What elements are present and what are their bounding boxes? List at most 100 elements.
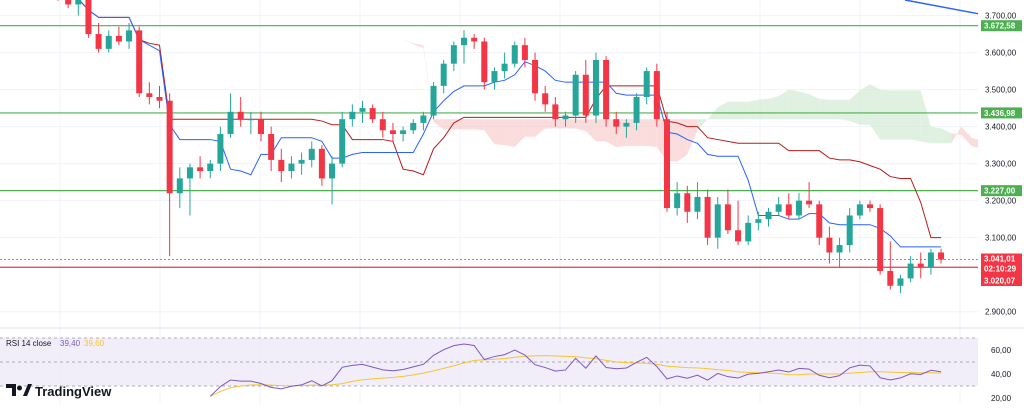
current-price-tag-text: 3.041,01 [984,255,1016,264]
candle-body [85,0,92,35]
candle-body [440,63,447,86]
candle-body [278,159,285,172]
cloud-segment [535,119,546,137]
cloud-segment [849,90,860,125]
rsi-legend[interactable]: RSI 14 close 39,40 39,60 [6,339,105,348]
cloud-segment [768,96,779,120]
trendline [904,0,979,15]
rsi-tick-label: 60,00 [991,346,1012,355]
candle-body [917,263,924,268]
cloud-segment [920,90,931,144]
price-tick-label: 3.600,00 [985,49,1017,58]
candle-body [785,204,792,216]
rsi-tick-label: 20,00 [991,394,1012,403]
tradingview-logo[interactable]: TradingView [6,384,112,399]
candle-body [704,196,711,238]
candle-body [927,252,934,268]
candle-body [207,163,214,172]
horizontal-levels[interactable] [0,25,978,268]
cloud-segment [748,99,759,120]
candle-body [613,119,620,127]
candle-body [552,104,559,120]
current-price-tag-bg [981,253,1022,276]
level-tag-text: 3.227,00 [984,187,1016,196]
level-tag-bg [981,107,1022,119]
candle-body [664,119,670,209]
candle-body [471,37,478,42]
cloud-segment [717,101,728,120]
candle-body [349,111,356,120]
candles [57,0,945,294]
candle-body [623,122,630,127]
candle-body [826,237,833,253]
rsi-ma-value: 39,60 [84,339,105,348]
candle-body [339,119,346,164]
cloud-segment [646,119,657,147]
candle-body [217,134,224,164]
candle-body [775,204,782,212]
candle-body [461,37,467,46]
cloud-segment [951,126,962,144]
candle-body [735,230,742,242]
candle-body [592,59,599,116]
candle-body [745,222,752,242]
candle-body [400,130,407,135]
candle-body [511,45,518,64]
candle-body [724,204,731,231]
candle-body [329,163,336,179]
candle-body [714,204,721,238]
candle-body [521,45,528,60]
candle-body [755,219,762,223]
candle-body [136,30,143,94]
cloud-segment [829,99,840,120]
cloud-segment [839,99,850,122]
cloud-segment [687,119,698,155]
candle-body [369,108,376,120]
candle-body [836,245,843,253]
cloud-segment [961,126,972,147]
level-tag-text: 3.672,58 [984,22,1016,31]
trend-line[interactable] [904,0,979,15]
support-tag-text: 3.020,07 [984,277,1016,286]
candle-body [897,278,904,286]
candle-body [115,35,122,42]
tradingview-logo-icon [6,384,32,396]
cloud-segment [343,0,353,10]
candle-body [572,74,579,116]
candle-body [501,63,508,72]
cloud-segment [778,89,789,120]
rsi-line [209,343,942,397]
candle-body [532,59,539,94]
candle-body [643,71,650,97]
kijun-line [78,0,942,239]
price-tick-label: 3.500,00 [985,86,1017,95]
cloud-segment [636,119,647,147]
price-tick-label: 3.100,00 [985,234,1017,243]
cloud-segment [392,17,404,40]
support-tag-bg [981,275,1022,287]
candle-body [684,193,691,212]
cloud-segment [494,119,505,146]
cloud-segment [464,119,475,130]
cloud-segment [484,119,495,145]
cloud-segment [595,119,607,142]
rsi-tick-label: 40,00 [991,370,1012,379]
candle-body [186,167,193,179]
level-tag-bg [981,185,1022,197]
cloud-segment [524,119,536,137]
candle-body [146,93,153,97]
candle-body [856,204,863,216]
cloud-segment [870,84,881,140]
candle-body [318,148,325,179]
candle-body [65,0,72,5]
cloud-segment [565,119,576,129]
candle-body [268,134,275,160]
cloud-segment [930,126,942,144]
price-axis[interactable]: 3.700,00 3.600,00 3.500,00 3.400,00 3.300,00… [981,12,1022,317]
candle-body [542,93,549,105]
candle-body [237,111,244,120]
candle-body [176,178,183,194]
candle-body [430,85,437,116]
